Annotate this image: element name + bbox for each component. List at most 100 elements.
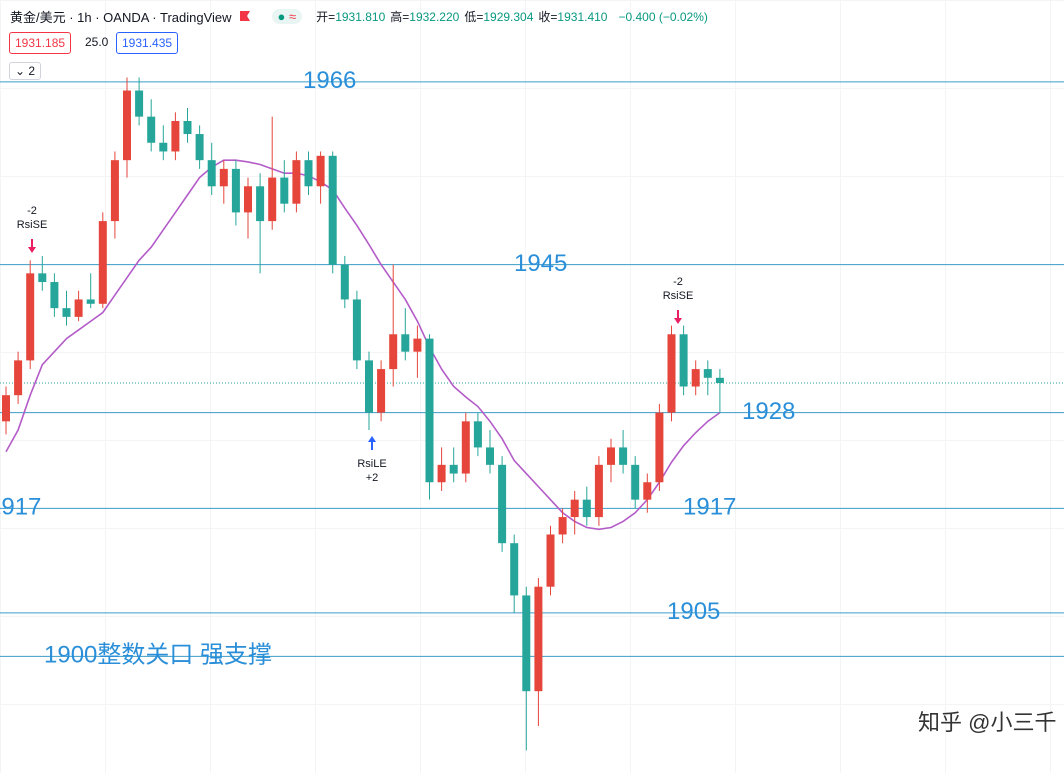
buy-price[interactable]: 1931.435 <box>116 32 179 54</box>
candle-body <box>98 221 107 304</box>
candle-body <box>135 90 144 117</box>
candle-body <box>437 464 446 483</box>
candle-body <box>425 338 434 483</box>
candle-body <box>582 499 591 518</box>
ohlc-label: 收= <box>538 10 558 24</box>
candle-body <box>691 369 700 387</box>
level-label: 1917 <box>0 494 41 521</box>
candle-body <box>389 334 398 370</box>
candle-body <box>522 595 531 692</box>
candle-body <box>195 134 204 161</box>
signal-name: RsiSE <box>663 290 694 302</box>
candle-body <box>207 160 216 187</box>
candle-body <box>171 120 180 152</box>
candle-body <box>486 447 494 465</box>
candle-body <box>231 168 240 213</box>
ohlc-label: 低= <box>464 10 484 24</box>
candle-body <box>365 360 373 413</box>
watermark: 知乎 @小三千 <box>918 710 1056 735</box>
spread: 25.0 <box>85 35 109 49</box>
candle-body <box>703 369 712 378</box>
level-label: 1966 <box>303 67 356 94</box>
signal-value: -2 <box>27 205 37 217</box>
candle-body <box>2 395 10 422</box>
candle-body <box>631 464 640 500</box>
ohlc-value: 1929.304 <box>483 10 534 24</box>
candle-body <box>607 447 615 465</box>
candle-body <box>534 586 543 692</box>
level-label: 1905 <box>667 598 720 625</box>
ohlc-label: 高= <box>390 10 410 24</box>
candle-body <box>449 464 458 474</box>
sell-price[interactable]: 1931.185 <box>9 32 72 54</box>
candle-body <box>352 299 361 361</box>
candle-body <box>147 116 156 143</box>
indicator-toggle[interactable]: ⌄ 2 <box>9 62 42 80</box>
candle-body <box>14 360 23 396</box>
candle-body <box>219 168 228 187</box>
candle-body <box>667 334 676 413</box>
signal-arrow <box>28 239 36 253</box>
candle-body <box>62 308 71 317</box>
ohlc-value: 1931.410 <box>557 10 608 24</box>
candle-body <box>461 421 470 474</box>
candle-body <box>304 160 313 187</box>
flag-icon[interactable] <box>238 10 252 24</box>
ohlc-label: 开= <box>316 10 336 24</box>
candle-body <box>715 377 724 384</box>
signal-value: +2 <box>366 472 379 484</box>
candle-body <box>570 499 579 518</box>
candle-body <box>74 299 83 317</box>
candle-body <box>256 186 265 222</box>
candle-body <box>244 186 252 213</box>
change: −0.400 (−0.02%) <box>618 9 708 24</box>
symbol: 黄金/美元 · 1h · OANDA · TradingView <box>10 10 232 25</box>
badge: ≈ <box>289 9 297 24</box>
status-badge[interactable]: ● ≈ <box>271 9 303 24</box>
candle-body <box>292 160 301 204</box>
candle-body <box>280 177 289 204</box>
ohlc-value: 1932.220 <box>409 10 460 24</box>
candle-body <box>38 273 47 283</box>
signal-name: RsiLE <box>357 458 386 470</box>
candle-body <box>655 412 664 483</box>
candle-body <box>473 421 482 448</box>
candle-body <box>123 90 131 161</box>
signal-value: -2 <box>673 276 683 288</box>
candle-body <box>328 155 337 265</box>
candle-body <box>594 464 603 518</box>
candle-body <box>377 369 386 413</box>
candle-body <box>510 543 519 596</box>
signal-arrow <box>368 436 376 450</box>
candle-body <box>413 338 422 352</box>
ohlc: 开=1931.810 高=1932.220 低=1929.304 收=1931.410 <box>316 8 612 25</box>
candle-body <box>26 273 35 361</box>
candle-body <box>401 334 410 352</box>
ma-line <box>5 159 721 531</box>
candle-body <box>679 334 688 387</box>
candle-body <box>643 482 652 500</box>
candle-body <box>498 464 507 544</box>
candle-body <box>110 160 119 222</box>
level-label: 1945 <box>514 250 567 277</box>
candle-body <box>316 155 325 187</box>
candle-body <box>619 447 628 465</box>
level-label: 1917 <box>683 494 736 521</box>
candle-body <box>159 142 168 152</box>
indicator-count: 2 <box>28 64 36 78</box>
candle-body <box>183 120 192 135</box>
candle-body <box>50 282 59 309</box>
level-label: 1928 <box>742 398 795 425</box>
ohlc-value: 1931.810 <box>335 10 386 24</box>
candle-body <box>546 534 555 587</box>
signal-arrow <box>674 310 682 324</box>
candle-body <box>558 517 567 535</box>
header: 黄金/美元 · 1h · OANDA · TradingView ● ≈ 开=1… <box>10 7 708 26</box>
candle-body <box>86 299 95 304</box>
candle-body <box>340 264 349 300</box>
signal-name: RsiSE <box>17 219 48 231</box>
level-label: 1900整数关口 强支撑 <box>44 642 272 669</box>
candle-body <box>268 177 277 222</box>
